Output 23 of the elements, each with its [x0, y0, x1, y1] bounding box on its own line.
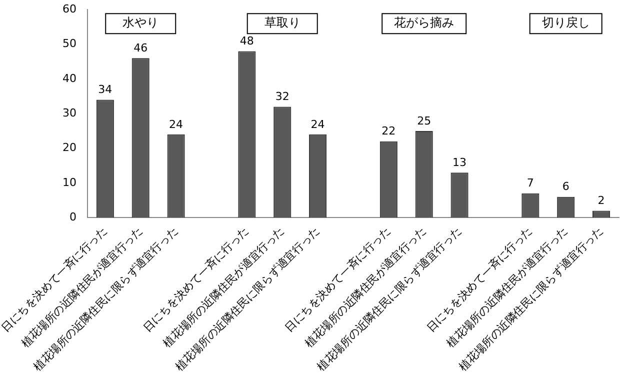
data-label: 6 [562, 180, 570, 194]
y-tick-label: 40 [62, 72, 76, 85]
annotation: 草取り [264, 16, 300, 30]
data-label: 2 [598, 194, 605, 208]
y-tick-label: 10 [62, 176, 76, 189]
data-label: 34 [98, 83, 112, 96]
y-tick-label: 50 [62, 37, 76, 50]
data-label: 48 [240, 34, 254, 48]
y-tick-label: 30 [62, 106, 76, 120]
data-label: 25 [417, 114, 432, 128]
data-label: 46 [134, 42, 148, 55]
y-tick-label: 20 [62, 141, 76, 154]
annotation: 切り戻し [542, 16, 590, 30]
data-label: 24 [310, 118, 325, 131]
annotation: 花がら摘み [394, 16, 454, 30]
data-label: 7 [526, 176, 534, 190]
annotation: 水やり [122, 16, 159, 30]
data-label: 32 [275, 90, 290, 104]
data-label: 24 [169, 118, 184, 131]
y-tick-label: 60 [62, 2, 76, 16]
data-label: 13 [452, 156, 467, 169]
data-label: 22 [382, 124, 396, 138]
y-tick-label: 0 [69, 210, 76, 224]
